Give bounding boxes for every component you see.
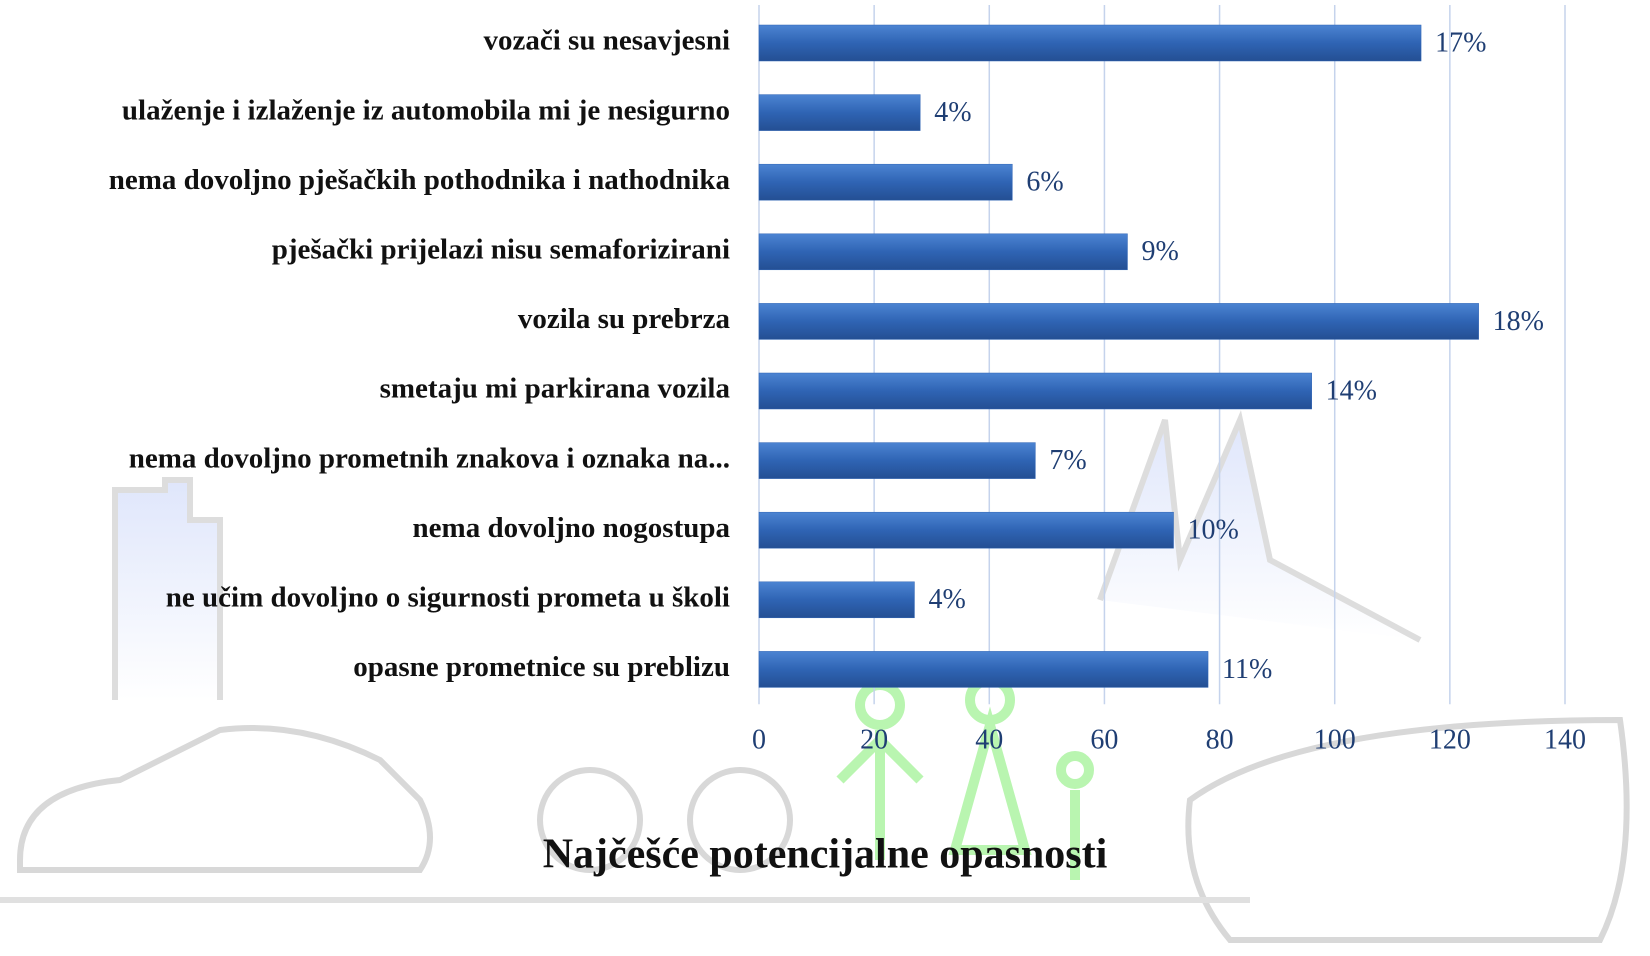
category-label: nema dovoljno nogostupa [413,512,731,544]
category-label: nema dovoljno pješačkih pothodnika i nat… [109,164,731,196]
bar [758,651,1209,688]
chart-title: Najčešće potencijalne opasnosti [543,832,1108,878]
value-label: 18% [1493,306,1544,337]
value-label: 14% [1326,375,1377,406]
value-label: 9% [1141,236,1178,267]
category-label: vozila su prebrza [518,303,731,335]
value-label: 6% [1026,167,1063,198]
x-tick-label: 40 [975,724,1003,755]
value-label: 4% [934,97,971,128]
category-label: ulaženje i izlaženje iz automobila mi je… [122,94,730,126]
bar [758,442,1036,479]
bar [758,163,1013,201]
value-label: 17% [1435,27,1486,58]
value-label: 7% [1049,445,1086,476]
category-label: pješački prijelazi nisu semaforizirani [272,233,730,265]
value-label: 10% [1188,515,1239,546]
x-tick-label: 80 [1206,724,1234,755]
x-tick-label: 100 [1314,724,1356,755]
category-label: vozači su nesavjesni [484,25,731,57]
value-label: 4% [928,584,965,615]
category-label: ne učim dovoljno o sigurnosti prometa u … [166,581,730,613]
category-label: nema dovoljno prometnih znakova i oznaka… [129,442,730,474]
bar [758,233,1128,271]
x-tick-label: 20 [860,724,888,755]
category-label: opasne prometnice su preblizu [353,651,730,683]
bar [758,581,915,619]
x-tick-label: 120 [1429,724,1471,755]
background-illustration [0,410,1630,943]
bar [758,24,1422,62]
category-label: smetaju mi parkirana vozila [380,373,731,405]
bar [758,372,1312,410]
x-tick-label: 140 [1544,724,1586,755]
bar [758,94,921,131]
value-label: 11% [1222,654,1272,685]
bar [758,511,1174,549]
x-tick-label: 60 [1090,724,1118,755]
bar [758,303,1479,340]
x-tick-label: 0 [752,724,766,755]
